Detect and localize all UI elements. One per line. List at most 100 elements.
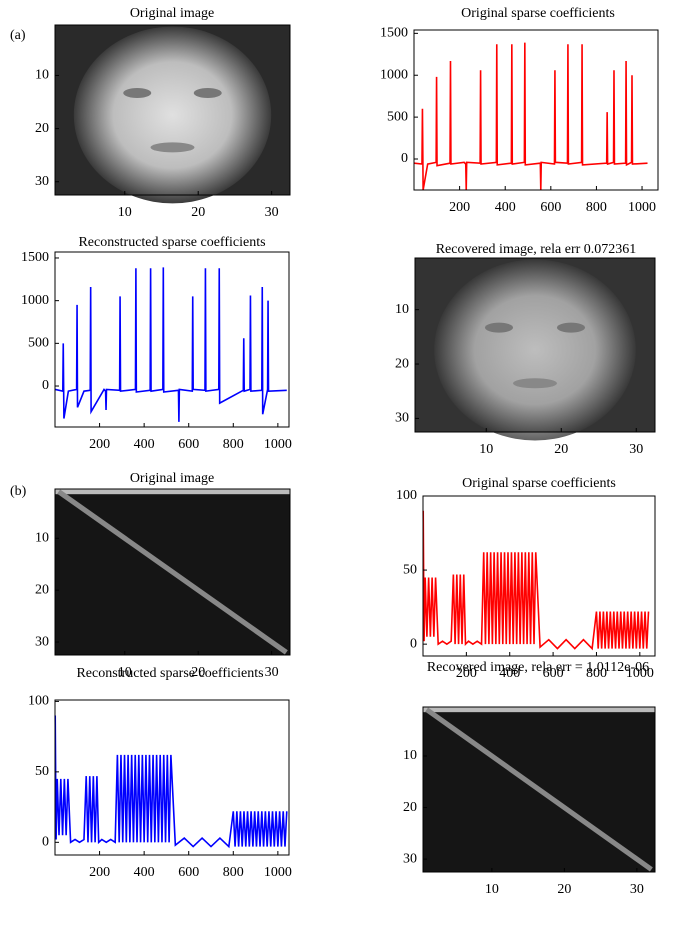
y-tick-label: 50 xyxy=(403,562,417,577)
image-content xyxy=(434,259,636,441)
y-tick-label: 10 xyxy=(35,68,49,83)
x-tick-label: 600 xyxy=(540,200,561,215)
x-tick-label: 800 xyxy=(223,865,244,880)
x-tick-label: 400 xyxy=(134,437,155,452)
image-content xyxy=(193,88,222,98)
x-tick-label: 400 xyxy=(499,666,520,681)
panel-label: (a) xyxy=(10,28,26,43)
image-content xyxy=(557,322,585,333)
chart-title: Reconstructed sparse coefficients xyxy=(78,235,265,250)
x-tick-label: 600 xyxy=(178,865,199,880)
axes-frame xyxy=(54,699,290,856)
chart-title: Recovered image, rela err 0.072361 xyxy=(436,242,637,257)
x-tick-label: 10 xyxy=(118,665,132,680)
y-tick-label: 30 xyxy=(35,174,49,189)
x-tick-label: 30 xyxy=(629,442,643,457)
image-content xyxy=(485,322,513,333)
data-line xyxy=(414,42,648,191)
y-tick-label: 50 xyxy=(35,764,49,779)
y-tick-label: 100 xyxy=(396,488,417,503)
x-tick-label: 10 xyxy=(118,205,132,220)
subplot: Original image 10 20 30 10 20 30 xyxy=(35,6,291,220)
chart-title: Original sparse coefficients xyxy=(461,6,615,21)
y-tick-label: 1000 xyxy=(380,67,408,82)
subplot: Reconstructed sparse coefficients 200 400 6… xyxy=(21,235,292,452)
y-tick-label: 100 xyxy=(28,694,49,709)
y-tick-label: 1500 xyxy=(21,250,49,265)
y-tick-label: 500 xyxy=(28,336,49,351)
y-tick-label: 20 xyxy=(35,582,49,597)
x-tick-label: 30 xyxy=(265,205,279,220)
y-tick-label: 20 xyxy=(395,356,409,371)
axes-frame xyxy=(414,257,656,433)
image-content xyxy=(150,142,195,153)
x-tick-label: 800 xyxy=(223,437,244,452)
subplot: Recovered image, rela err 0.072361 10 20 30… xyxy=(395,242,656,457)
x-tick-label: 30 xyxy=(265,665,279,680)
image-content xyxy=(425,707,653,872)
x-tick-label: 20 xyxy=(191,665,205,680)
image-content xyxy=(57,489,288,655)
x-tick-label: 10 xyxy=(479,442,493,457)
x-tick-label: 200 xyxy=(456,666,477,681)
y-tick-label: 0 xyxy=(42,378,49,393)
axes-frame xyxy=(54,251,290,428)
x-tick-label: 1000 xyxy=(264,437,292,452)
chart-title: Original image xyxy=(130,471,214,486)
panel-label: (b) xyxy=(10,484,27,499)
subplot: Original image 10 20 30 10 20 30 xyxy=(35,471,291,680)
x-tick-label: 200 xyxy=(89,437,110,452)
x-tick-label: 20 xyxy=(557,882,571,897)
image-content xyxy=(73,26,272,204)
axes-frame xyxy=(422,706,656,873)
y-tick-label: 10 xyxy=(395,302,409,317)
data-line xyxy=(54,715,288,849)
axes-frame xyxy=(54,488,291,656)
data-line xyxy=(422,510,650,651)
chart-title: Reconstructed sparse coefficients xyxy=(76,666,263,681)
x-tick-label: 400 xyxy=(495,200,516,215)
data-line xyxy=(55,267,287,422)
subplot: Recovered image, rela err = 1.0112e-0610… xyxy=(403,660,656,897)
x-tick-label: 20 xyxy=(191,205,205,220)
image-content xyxy=(123,88,152,98)
y-tick-label: 20 xyxy=(403,800,417,815)
axes-frame xyxy=(54,24,291,196)
chart-title: Original sparse coefficients xyxy=(462,476,616,491)
x-tick-label: 1000 xyxy=(628,200,656,215)
axes-frame xyxy=(413,29,659,191)
y-tick-label: 0 xyxy=(401,151,408,166)
image-content xyxy=(55,489,290,495)
y-tick-label: 1500 xyxy=(380,26,408,41)
subplot: Original sparse coefficients 200 400 600 800… xyxy=(380,6,659,215)
x-tick-label: 30 xyxy=(630,882,644,897)
subplot: Original sparse coefficients 200 400 600 800… xyxy=(396,476,656,681)
axes-frame xyxy=(422,495,656,657)
y-tick-label: 500 xyxy=(387,109,408,124)
x-tick-label: 600 xyxy=(543,666,564,681)
y-tick-label: 20 xyxy=(35,121,49,136)
x-tick-label: 200 xyxy=(89,865,110,880)
y-tick-label: 30 xyxy=(395,411,409,426)
image-content xyxy=(423,707,655,713)
y-tick-label: 0 xyxy=(410,636,417,651)
x-tick-label: 600 xyxy=(178,437,199,452)
y-tick-label: 30 xyxy=(35,634,49,649)
x-tick-label: 400 xyxy=(134,865,155,880)
y-tick-label: 1000 xyxy=(21,293,49,308)
x-tick-label: 200 xyxy=(449,200,470,215)
chart-title: Recovered image, rela err = 1.0112e-06 xyxy=(427,660,649,675)
x-tick-label: 800 xyxy=(586,666,607,681)
y-tick-label: 10 xyxy=(403,748,417,763)
x-tick-label: 1000 xyxy=(264,865,292,880)
image-content xyxy=(513,378,557,389)
y-tick-label: 0 xyxy=(42,835,49,850)
y-tick-label: 30 xyxy=(403,851,417,866)
chart-title: Original image xyxy=(130,6,214,21)
x-tick-label: 1000 xyxy=(626,666,654,681)
x-tick-label: 10 xyxy=(485,882,499,897)
x-tick-label: 20 xyxy=(554,442,568,457)
